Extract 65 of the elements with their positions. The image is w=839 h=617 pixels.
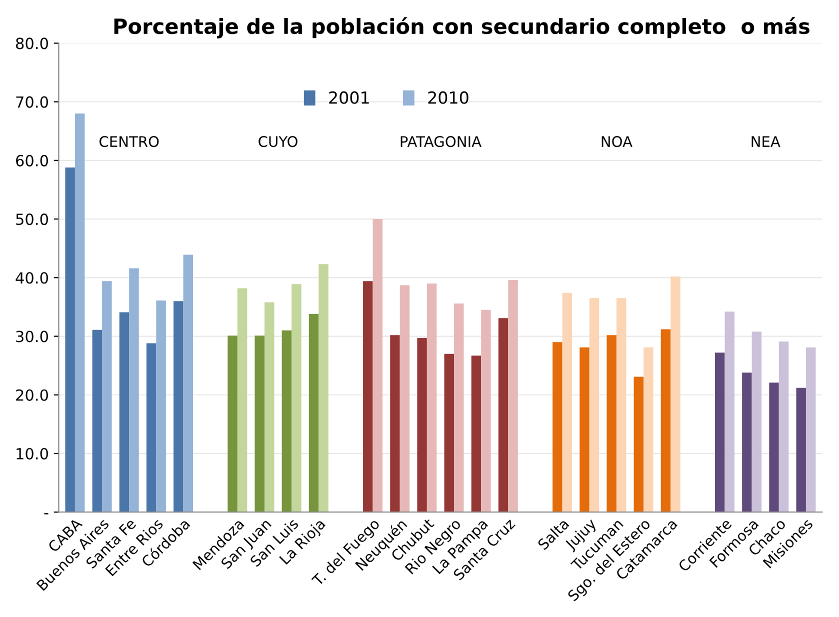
bar bbox=[498, 318, 508, 512]
bar bbox=[580, 347, 590, 512]
bar bbox=[552, 342, 562, 512]
bar bbox=[254, 336, 264, 512]
bar bbox=[644, 347, 654, 512]
bar bbox=[292, 284, 302, 512]
bar bbox=[74, 114, 85, 512]
legend-label: 2010 bbox=[428, 91, 468, 104]
y-tick-label: 40.0 bbox=[16, 272, 48, 284]
legend-label: 2001 bbox=[329, 91, 369, 104]
bar bbox=[417, 338, 427, 512]
annotation: CUYO bbox=[258, 136, 298, 148]
bar bbox=[769, 382, 779, 512]
bar bbox=[778, 342, 789, 512]
bar bbox=[129, 268, 139, 512]
bar bbox=[228, 336, 238, 512]
bar bbox=[308, 314, 319, 512]
bar bbox=[156, 300, 166, 512]
bar bbox=[806, 347, 816, 512]
annotation: NEA bbox=[752, 136, 780, 147]
bar bbox=[65, 167, 75, 512]
y-tick-label: 50.0 bbox=[16, 214, 48, 226]
bar bbox=[454, 303, 464, 512]
bar bbox=[363, 281, 373, 512]
bar bbox=[372, 219, 383, 512]
bar bbox=[390, 335, 400, 512]
chart-title: Porcentaje de la población con secundario completo o más bbox=[114, 17, 810, 38]
annotation: CENTRO bbox=[100, 136, 159, 148]
bar bbox=[724, 312, 734, 512]
y-tick-label: 10.0 bbox=[16, 448, 48, 460]
bar bbox=[237, 288, 248, 512]
bar bbox=[174, 301, 184, 512]
annotation: NOA bbox=[602, 136, 632, 148]
y-tick-label: 30.0 bbox=[16, 330, 48, 342]
y-tick-label: 70.0 bbox=[16, 96, 48, 108]
bar bbox=[715, 352, 725, 512]
bar bbox=[796, 388, 806, 512]
bar bbox=[146, 343, 156, 512]
bar bbox=[606, 335, 616, 512]
bar bbox=[634, 376, 644, 512]
bar bbox=[752, 332, 762, 512]
y-tick-label: 80.0 bbox=[16, 38, 48, 50]
bar bbox=[589, 298, 600, 512]
bar bbox=[282, 330, 292, 512]
y-tick-label: 20.0 bbox=[16, 389, 48, 401]
annotation: PATAGONIA bbox=[400, 136, 482, 148]
bar bbox=[102, 281, 112, 512]
y-tick-label: - bbox=[44, 513, 48, 514]
bar bbox=[670, 276, 680, 512]
bar bbox=[426, 284, 437, 512]
bar bbox=[183, 254, 194, 512]
bar bbox=[481, 310, 491, 512]
bar bbox=[742, 372, 752, 512]
bar bbox=[264, 302, 274, 512]
bar bbox=[660, 329, 671, 512]
bar bbox=[400, 285, 410, 512]
y-tick-label: 60.0 bbox=[16, 154, 48, 166]
bar bbox=[471, 356, 482, 512]
bar bbox=[92, 330, 102, 512]
bar bbox=[444, 354, 454, 512]
bar bbox=[508, 280, 518, 512]
bar bbox=[119, 312, 130, 512]
bar bbox=[318, 264, 328, 512]
bar bbox=[616, 298, 626, 512]
bar bbox=[562, 292, 572, 512]
